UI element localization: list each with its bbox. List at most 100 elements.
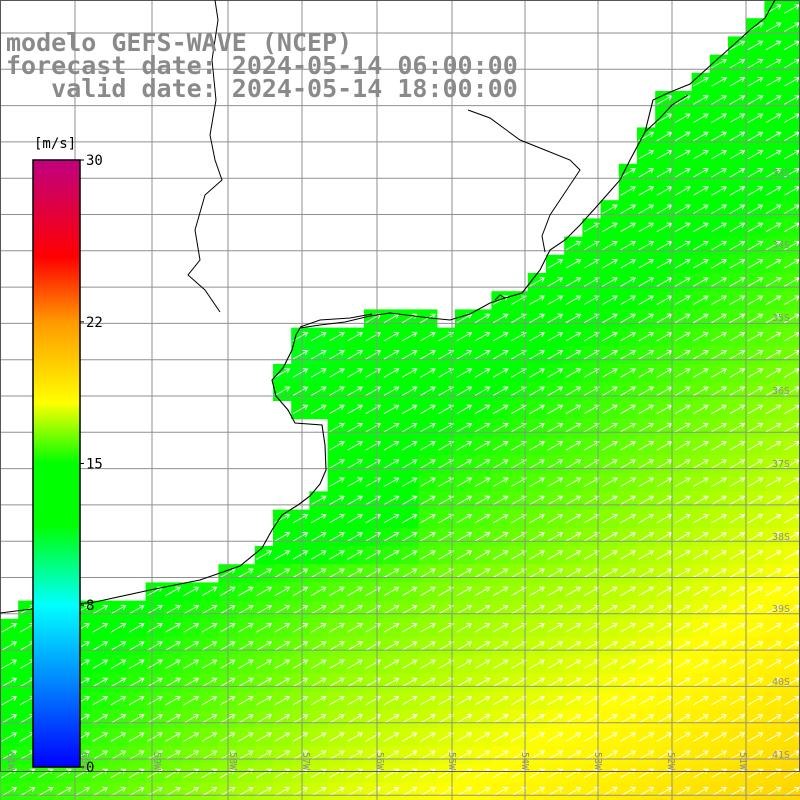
wind-arrow [638,422,655,433]
wind-arrow [638,604,655,615]
wind-arrow [765,277,782,287]
wind-arrow [765,77,782,87]
colorbar-tick-label: 22 [86,315,103,331]
wind-arrow [456,604,473,615]
wind-arrow [602,750,618,760]
wind-arrow [347,732,364,742]
lon-label: 56W [374,752,385,771]
wind-arrow [292,750,309,760]
wind-arrow [492,604,509,615]
wind-arrow [274,586,291,597]
wind-arrow [456,386,473,396]
wind-arrow [201,768,218,779]
wind-arrow [638,477,655,487]
wind-arrow [474,568,491,578]
colorbar-tick-label: 0 [86,760,94,776]
wind-arrow [474,513,491,524]
wind-arrow [529,513,546,524]
wind-arrow [383,641,400,651]
wind-arrow [420,677,436,688]
wind-arrow [110,659,127,669]
wind-arrow [529,695,546,706]
wind-arrow [492,331,509,342]
wind-arrow [74,768,91,779]
wind-arrow [329,386,345,396]
wind-arrow [529,422,546,433]
wind-arrow [638,441,655,451]
wind-arrow [420,513,436,524]
wind-arrow [201,714,218,724]
wind-arrow [147,641,163,651]
wind-arrow [711,568,728,578]
wind-arrow [310,641,327,651]
wind-arrow [401,623,418,633]
wind-arrow [729,95,746,105]
wind-arrow [292,568,309,578]
wind-arrow [310,513,327,524]
wind-arrow [456,422,473,433]
wind-arrow [747,495,764,506]
wind-arrow [693,550,709,560]
wind-arrow [765,750,782,760]
wind-arrow [729,768,746,779]
wind-arrow [329,659,345,669]
wind-arrow [747,58,764,69]
wind-arrow [729,222,746,233]
wind-arrow [529,295,546,305]
wind-arrow [765,513,782,524]
wind-arrow [693,677,709,688]
wind-arrow [674,259,691,269]
wind-arrow [711,422,728,433]
wind-arrow [292,586,309,597]
wind-arrow [474,695,491,706]
wind-arrow [128,623,145,633]
wind-arrow [565,568,582,578]
wind-arrow [529,604,546,615]
wind-arrow [693,313,709,324]
wind-arrow [638,513,655,524]
wind-arrow [747,222,764,233]
wind-arrow [583,386,600,396]
wind-arrow [347,459,364,469]
wind-arrow [765,732,782,742]
wind-arrow [638,240,655,251]
wind-arrow [529,732,546,742]
wind-arrow [711,240,728,251]
wind-arrow [602,240,618,251]
wind-arrow [674,604,691,615]
wind-arrow [492,350,509,360]
wind-arrow [765,350,782,360]
wind-arrow [492,677,509,688]
wind-arrow [638,786,655,797]
wind-arrow [565,295,582,305]
wind-arrow [256,768,273,779]
wind-arrow [547,677,564,688]
wind-arrow [547,750,564,760]
wind-arrow [256,677,273,688]
wind-arrow [583,641,600,651]
wind-arrow [602,222,618,233]
wind-arrow [329,550,345,560]
wind-arrow [620,568,637,578]
wind-arrow [729,786,746,797]
wind-arrow [565,441,582,451]
wind-arrow [383,404,400,415]
wind-arrow [729,459,746,469]
wind-arrow [492,586,509,597]
wind-arrow [547,313,564,324]
wind-arrow [711,149,728,160]
wind-arrow [547,714,564,724]
wind-arrow [492,750,509,760]
wind-arrow [492,313,509,324]
wind-arrow [347,677,364,688]
wind-arrow [583,695,600,706]
wind-arrow [674,550,691,560]
wind-arrow [729,368,746,378]
wind-arrow [420,422,436,433]
wind-arrow [492,441,509,451]
wind-arrow [765,786,782,797]
wind-arrow [583,532,600,542]
wind-arrow [747,732,764,742]
wind-arrow [110,768,127,779]
wind-arrow [529,568,546,578]
